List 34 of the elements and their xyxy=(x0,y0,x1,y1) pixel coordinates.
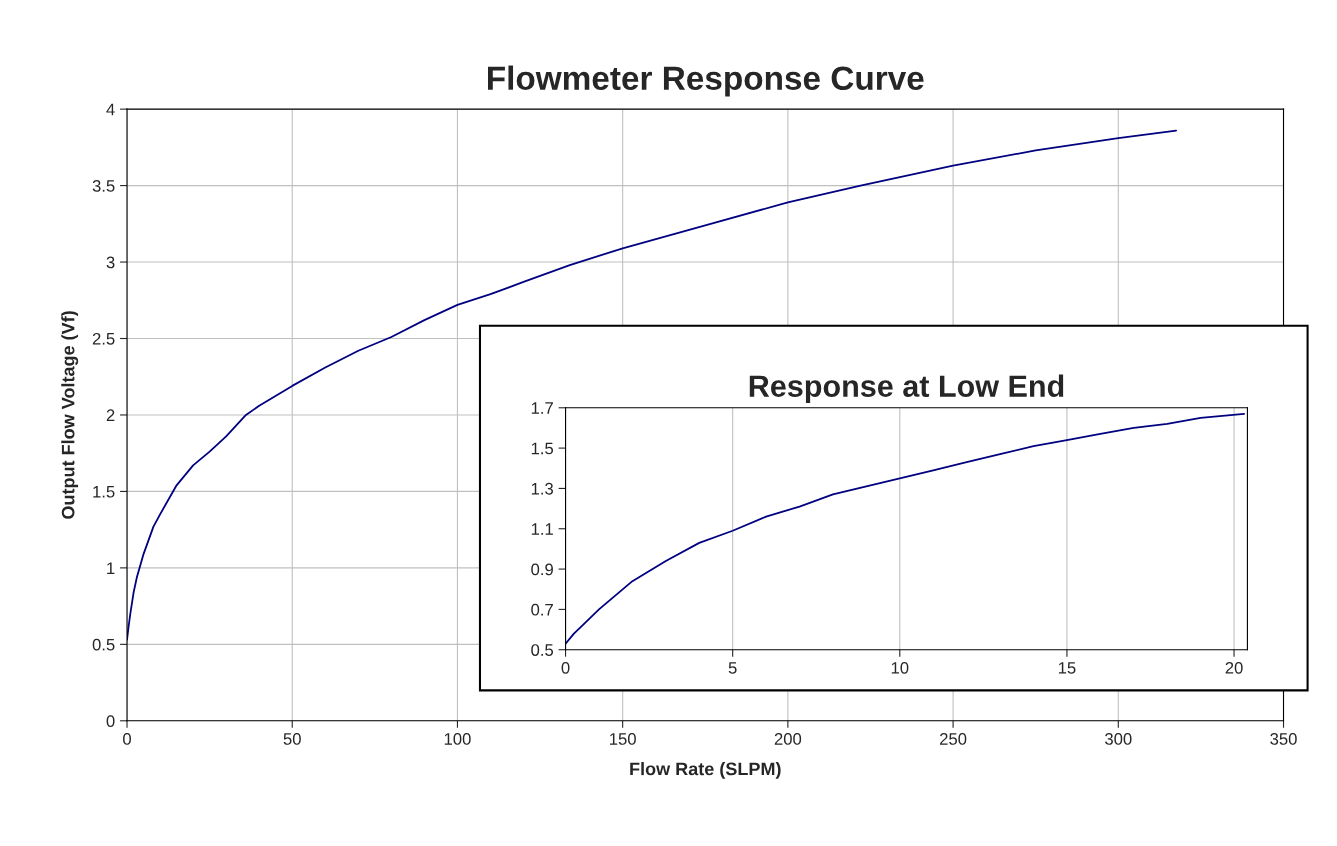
y-tick-label: 1.5 xyxy=(93,485,115,498)
x-tick-label: 300 xyxy=(1105,733,1132,745)
chart-title: Response at Low End xyxy=(749,374,1064,403)
x-tick-label: 0 xyxy=(123,733,131,745)
x-axis-title: Flow Rate (SLPM) xyxy=(630,762,781,779)
y-tick-label: 0.5 xyxy=(92,638,115,651)
x-tick-label: 20 xyxy=(1225,661,1243,674)
y-tick-label: 0 xyxy=(106,715,115,727)
x-tick-label: 15 xyxy=(1058,662,1076,674)
y-tick-label: 2 xyxy=(106,409,115,421)
x-tick-label: 50 xyxy=(283,733,301,745)
y-tick-label: 4 xyxy=(106,103,115,116)
line-series xyxy=(565,412,1245,645)
x-tick-label: 250 xyxy=(940,733,967,745)
x-tick-label: 100 xyxy=(444,733,471,745)
x-tick-label: 150 xyxy=(610,733,636,745)
y-tick-label: 3 xyxy=(106,256,115,269)
y-tick-label: 3.5 xyxy=(92,179,115,192)
x-tick-label: 0 xyxy=(561,661,570,674)
x-tick-label: 200 xyxy=(774,733,802,745)
y-axis-title: Output Flow Voltage (Vf) xyxy=(61,311,79,519)
x-tick-label: 5 xyxy=(728,662,737,674)
y-tick-label: 1.7 xyxy=(531,402,553,414)
x-tick-label: 10 xyxy=(891,661,909,674)
chart-title: Flowmeter Response Curve xyxy=(488,65,924,97)
y-tick-label: 0.5 xyxy=(531,644,554,656)
y-tick-label: 0.9 xyxy=(531,563,553,576)
y-tick-label: 0.7 xyxy=(531,603,553,616)
y-tick-label: 1.1 xyxy=(531,523,553,535)
y-tick-label: 1.3 xyxy=(531,482,554,495)
y-tick-label: 1.5 xyxy=(531,442,554,455)
y-tick-label: 1 xyxy=(107,562,115,574)
x-tick-label: 350 xyxy=(1270,733,1297,745)
y-tick-label: 2.5 xyxy=(92,332,115,345)
